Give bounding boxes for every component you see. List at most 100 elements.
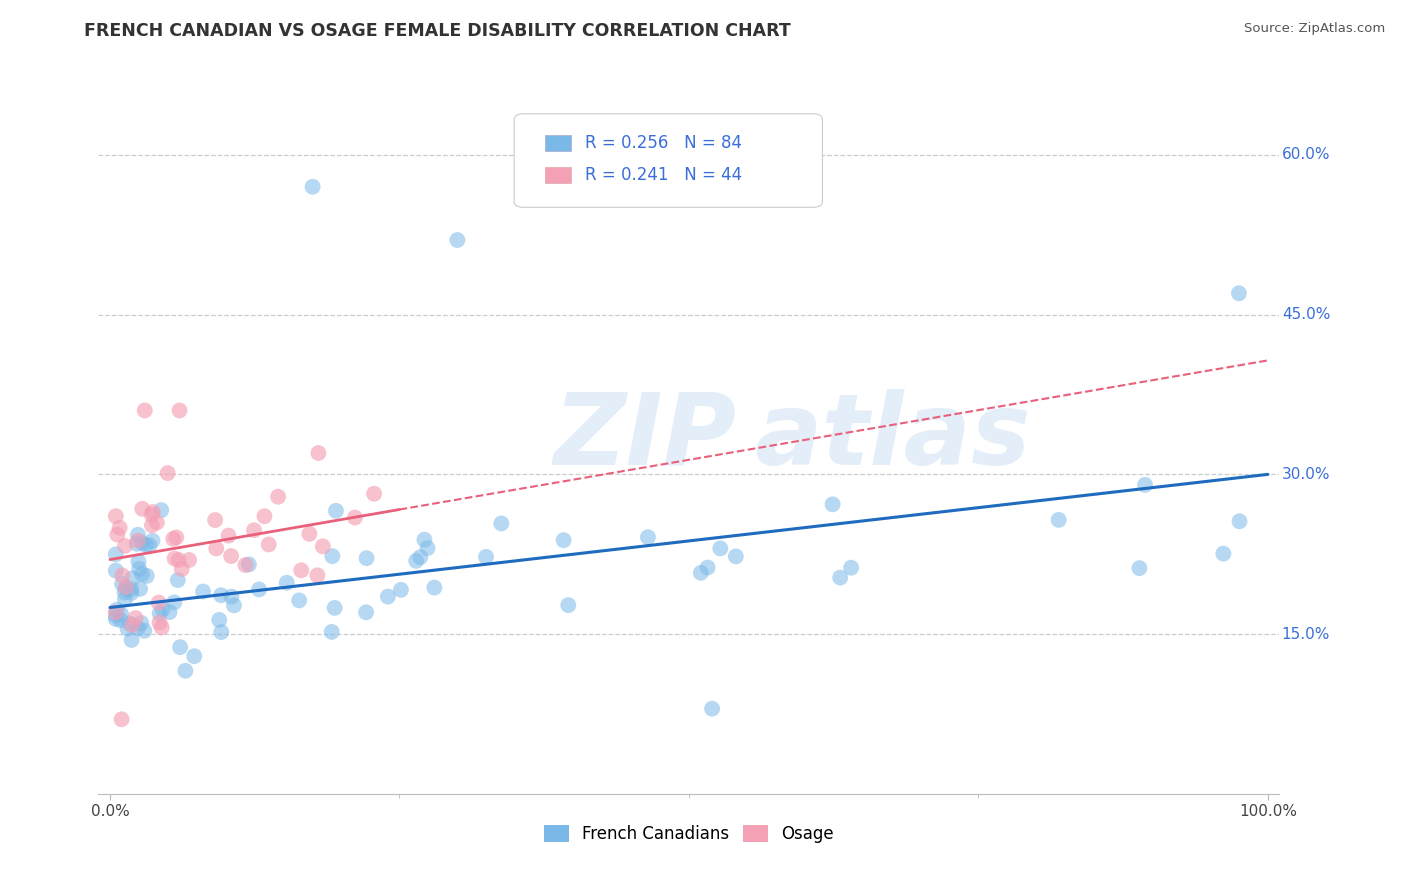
Point xyxy=(156,466,179,480)
Point xyxy=(321,624,343,639)
Text: R = 0.241   N = 44: R = 0.241 N = 44 xyxy=(585,166,742,184)
Point xyxy=(247,582,270,597)
Point xyxy=(104,547,127,561)
Point xyxy=(152,602,174,616)
Point xyxy=(167,553,190,567)
Point xyxy=(105,603,128,617)
Point xyxy=(110,607,132,622)
Point xyxy=(169,640,191,655)
Point xyxy=(124,611,146,625)
Point xyxy=(689,566,711,580)
Point xyxy=(162,532,184,546)
Point xyxy=(127,554,149,568)
Text: Source: ZipAtlas.com: Source: ZipAtlas.com xyxy=(1244,22,1385,36)
Point xyxy=(553,533,575,548)
Point xyxy=(377,590,399,604)
Point xyxy=(235,558,257,572)
Point xyxy=(218,528,240,542)
Point xyxy=(165,530,187,544)
Point xyxy=(557,598,579,612)
Point xyxy=(276,575,298,590)
Point xyxy=(141,518,163,533)
FancyBboxPatch shape xyxy=(546,136,571,151)
Point xyxy=(243,523,266,537)
Point xyxy=(134,403,156,417)
Point xyxy=(700,701,723,715)
Point xyxy=(104,564,127,578)
Point xyxy=(709,541,731,556)
Point xyxy=(131,501,153,516)
Point xyxy=(104,612,127,626)
Point xyxy=(491,516,513,531)
Point xyxy=(131,536,153,550)
Point xyxy=(312,540,335,554)
Point xyxy=(409,550,432,565)
FancyBboxPatch shape xyxy=(515,114,823,207)
Point xyxy=(108,521,131,535)
Point xyxy=(821,497,844,511)
Point xyxy=(356,551,378,566)
Text: ZIP: ZIP xyxy=(553,389,737,485)
Point xyxy=(257,537,280,551)
Point xyxy=(405,554,427,568)
Point xyxy=(1047,513,1070,527)
Point xyxy=(253,509,276,524)
Point xyxy=(163,595,186,609)
Point xyxy=(104,509,127,524)
Point xyxy=(307,568,329,582)
Legend: French Canadians, Osage: French Canadians, Osage xyxy=(537,818,841,850)
Point xyxy=(1227,286,1250,301)
Point xyxy=(111,577,134,591)
Point xyxy=(104,605,127,619)
Point xyxy=(135,538,157,552)
Point xyxy=(120,586,142,600)
Point xyxy=(148,615,170,630)
Point xyxy=(129,582,152,596)
Point xyxy=(1212,547,1234,561)
Point xyxy=(110,712,132,726)
Point xyxy=(128,562,150,576)
Point xyxy=(120,582,142,597)
Point xyxy=(696,560,718,574)
Point xyxy=(146,516,169,530)
Point xyxy=(1133,478,1156,492)
Point xyxy=(222,599,245,613)
Point xyxy=(323,600,346,615)
Point xyxy=(105,527,128,541)
Point xyxy=(117,622,139,636)
Point xyxy=(209,625,232,640)
Point xyxy=(205,541,228,556)
Point xyxy=(114,582,136,596)
Point xyxy=(446,233,468,247)
Point xyxy=(135,569,157,583)
Point xyxy=(191,584,214,599)
Point xyxy=(637,530,659,544)
Point xyxy=(475,549,498,564)
Point xyxy=(363,487,385,501)
Point xyxy=(221,590,243,604)
Point xyxy=(129,615,152,630)
Point xyxy=(416,541,439,555)
Point xyxy=(307,446,329,460)
Point xyxy=(325,504,347,518)
Point xyxy=(138,538,160,552)
Point xyxy=(301,179,323,194)
Point xyxy=(114,580,136,594)
Point xyxy=(120,616,142,631)
Point xyxy=(267,490,290,504)
Point xyxy=(114,539,136,553)
Point xyxy=(290,563,312,577)
Point xyxy=(204,513,226,527)
Point xyxy=(169,403,191,417)
Point xyxy=(830,571,852,585)
Point xyxy=(238,558,260,572)
Point xyxy=(111,568,134,582)
Text: atlas: atlas xyxy=(754,389,1031,485)
Point xyxy=(141,533,163,548)
Point xyxy=(148,596,170,610)
Text: R = 0.256   N = 84: R = 0.256 N = 84 xyxy=(585,134,742,152)
Point xyxy=(159,605,181,619)
FancyBboxPatch shape xyxy=(546,168,571,183)
Point xyxy=(142,505,165,519)
Point xyxy=(724,549,747,564)
